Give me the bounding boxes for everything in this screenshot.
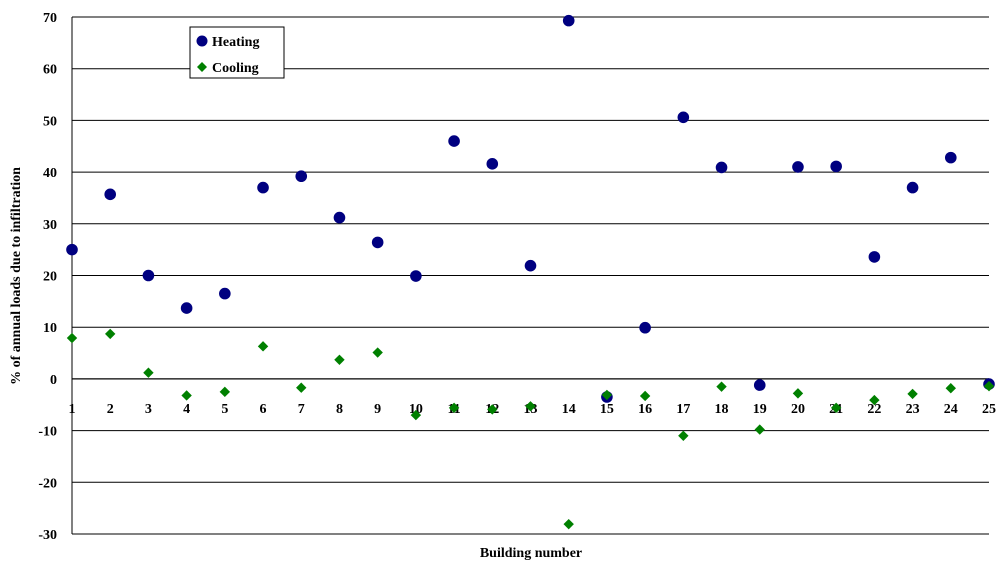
heating-point (562, 14, 575, 27)
heating-point (448, 135, 460, 147)
cooling-point (257, 341, 269, 352)
y-axis-title: % of annual loads due to infiltration (9, 167, 24, 385)
heating-point (524, 259, 537, 272)
y-tick-label: -20 (38, 476, 57, 491)
cooling-point (830, 402, 842, 414)
x-tick-label: 22 (867, 402, 881, 417)
heating-point (371, 236, 384, 249)
y-tick-label: 70 (43, 11, 57, 26)
x-tick-label: 14 (562, 402, 576, 417)
y-tick-label: 20 (43, 270, 57, 285)
x-tick-label: 15 (600, 402, 614, 417)
cooling-point (448, 402, 460, 414)
cooling-point (66, 332, 78, 344)
x-tick-label: 17 (676, 402, 690, 417)
y-tick-label: -10 (38, 425, 57, 440)
x-tick-label: 1 (69, 402, 76, 417)
legend-heating-label: Heating (212, 35, 259, 50)
legend-heating-marker (196, 35, 208, 47)
cooling-point (296, 382, 307, 393)
legend-box (189, 26, 285, 79)
cooling-point (754, 424, 765, 435)
x-tick-label: 24 (944, 402, 958, 417)
cooling-point (487, 404, 498, 415)
x-tick-label: 25 (982, 402, 996, 417)
heating-point (257, 181, 269, 194)
x-tick-label: 19 (753, 402, 767, 417)
heating-point (410, 270, 422, 282)
cooling-point (639, 390, 651, 402)
x-tick-label: 6 (260, 402, 267, 417)
cooling-point (945, 383, 956, 394)
gridlines (71, 16, 989, 535)
y-tick-label: 30 (43, 218, 57, 233)
y-tick-label: 0 (50, 373, 57, 388)
heating-point (486, 158, 499, 170)
heating-point (792, 161, 804, 173)
heating-point (639, 321, 651, 334)
heating-point (219, 287, 231, 300)
cooling-point (334, 354, 345, 365)
heating-point (868, 251, 881, 263)
heating-point (830, 160, 842, 173)
cooling-point (563, 518, 574, 530)
x-tick-label: 18 (715, 402, 729, 417)
cooling-point (716, 381, 727, 392)
data-points (66, 14, 995, 530)
cooling-point (792, 388, 804, 399)
legend: Heating Cooling (189, 26, 285, 79)
y-tick-label: 40 (43, 166, 57, 181)
cooling-point (983, 380, 995, 392)
x-tick-label: 23 (906, 402, 920, 417)
heating-point (333, 211, 346, 224)
x-tick-label: 4 (183, 402, 190, 417)
heating-point (66, 243, 78, 256)
x-tick-label: 20 (791, 402, 805, 417)
y-tick-label: 50 (43, 114, 57, 129)
x-tick-label: 7 (298, 402, 305, 417)
legend-cooling-marker (197, 62, 207, 72)
heating-point (715, 161, 728, 174)
y-tick-label: 60 (43, 63, 57, 78)
x-tick-labels: 1234567891011121314151617181920212223242… (69, 402, 997, 417)
x-tick-label: 2 (107, 402, 114, 417)
heating-point (753, 379, 766, 391)
x-tick-label: 16 (638, 402, 652, 417)
x-axis-title: Building number (480, 546, 582, 561)
heating-point (944, 151, 957, 164)
x-tick-label: 3 (145, 402, 152, 417)
cooling-point (105, 328, 116, 340)
cooling-point (219, 386, 231, 398)
cooling-point (181, 390, 192, 401)
cooling-point (678, 430, 689, 441)
x-tick-label: 5 (221, 402, 228, 417)
legend-cooling-label: Cooling (212, 61, 259, 76)
x-tick-label: 8 (336, 402, 343, 417)
cooling-point (907, 388, 918, 400)
heating-point (906, 181, 919, 194)
heating-point (295, 170, 308, 183)
y-tick-labels: -30 -20 -10 0 10 20 30 40 50 60 70 (38, 11, 57, 543)
x-tick-label: 9 (374, 402, 381, 417)
cooling-point (410, 409, 422, 421)
cooling-point (372, 347, 383, 358)
cooling-point (143, 367, 154, 378)
cooling-point (869, 394, 880, 406)
x-tick-label: 10 (409, 402, 423, 417)
y-tick-label: 10 (43, 321, 57, 336)
cooling-point (525, 401, 536, 412)
heating-point (677, 111, 690, 124)
heating-point (104, 188, 117, 201)
y-tick-label: -30 (38, 528, 57, 543)
cooling-point (601, 389, 613, 401)
heating-point (180, 302, 193, 314)
heating-point (142, 269, 155, 282)
